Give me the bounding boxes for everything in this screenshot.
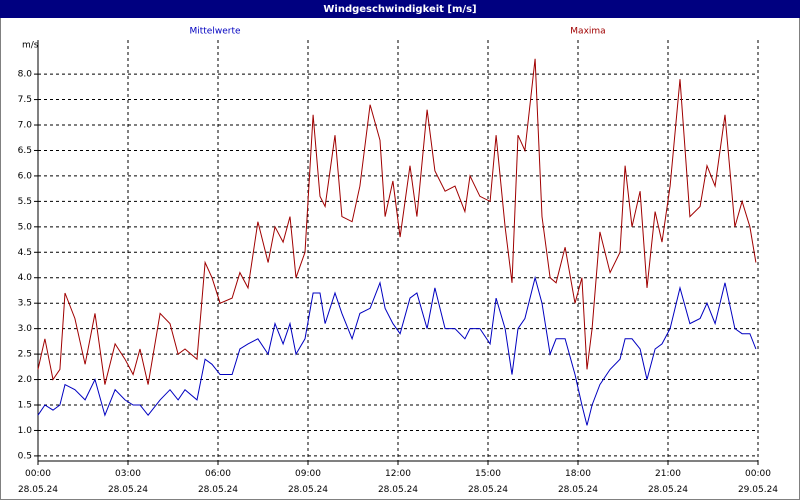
x-tick-label: 15:00 28.05.24 [468,469,508,495]
y-axis-label: m/s [22,41,39,51]
x-tick-label: 03:00 28.05.24 [108,469,148,495]
x-tick-label: 09:00 28.05.24 [288,469,328,495]
y-tick-label: 8.0 [18,70,33,80]
x-tick-label: 00:00 29.05.24 [738,469,778,495]
legend-label: Maxima [570,27,605,37]
x-tick-label: 00:00 28.05.24 [18,469,58,495]
y-tick-label: 5.0 [18,222,33,232]
y-tick-label: 1.0 [18,426,33,436]
x-tick-label: 12:00 28.05.24 [378,469,418,495]
line-series [37,275,757,426]
y-tick-label: 3.0 [18,324,33,334]
x-tick-label: 21:00 28.05.24 [648,469,688,495]
x-tick-label: 06:00 28.05.24 [198,469,238,495]
chart-title: Windgeschwindigkeit [m/s] [323,4,476,15]
y-tick-label: 0.5 [18,451,32,461]
y-tick-label: 7.0 [18,121,33,131]
y-tick-label: 3.5 [18,299,32,309]
y-tick-label: 6.0 [18,171,33,181]
legend-label: Mittelwerte [189,27,240,37]
x-tick-label: 18:00 28.05.24 [558,469,598,495]
y-tick-label: 1.5 [18,401,32,411]
line-series [37,58,757,385]
y-tick-label: 2.0 [18,375,33,385]
title-bar [0,0,800,18]
y-tick-label: 6.5 [18,146,32,156]
y-tick-label: 5.5 [18,197,32,207]
y-tick-label: 4.0 [18,273,33,283]
y-tick-label: 4.5 [18,248,32,258]
y-tick-label: 2.5 [18,350,32,360]
y-tick-label: 7.5 [18,95,32,105]
